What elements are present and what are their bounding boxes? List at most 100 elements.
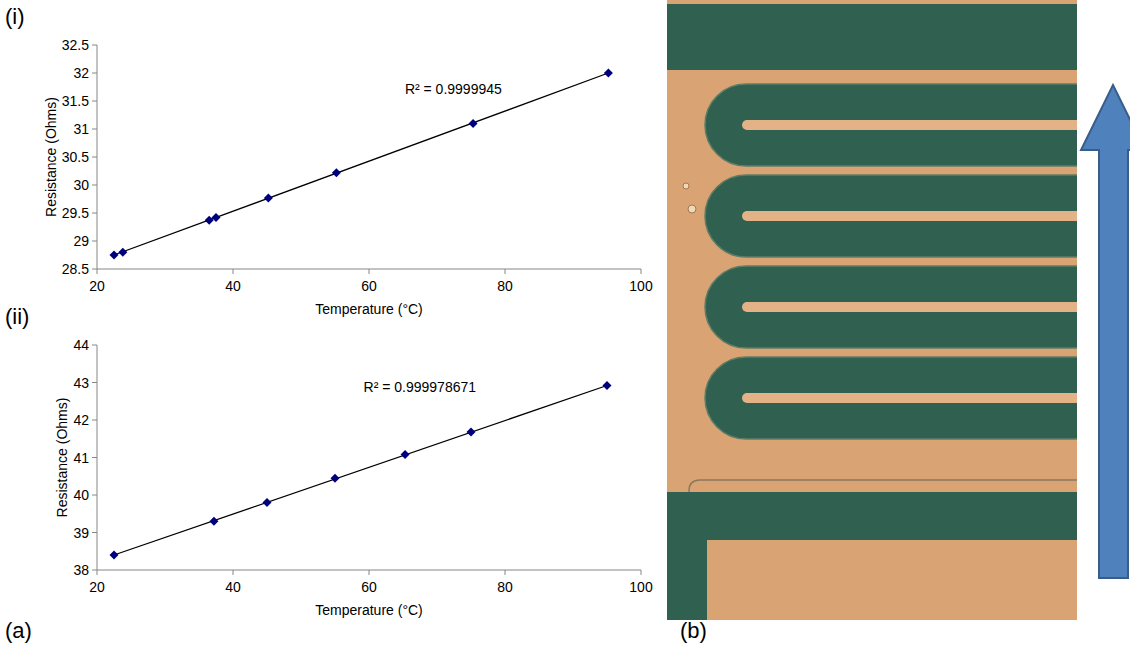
data-point	[263, 498, 272, 507]
loop-gap	[742, 302, 1077, 312]
y-tick	[92, 457, 97, 458]
plot-area	[110, 381, 612, 560]
resistor-loop	[705, 266, 1077, 348]
resistor-track	[667, 492, 707, 620]
y-tick-label: 31.5	[62, 93, 89, 109]
y-tick	[92, 45, 97, 46]
data-point	[603, 381, 612, 390]
particle	[688, 205, 696, 213]
y-tick-label: 30	[73, 177, 89, 193]
x-tick-label: 80	[497, 278, 513, 294]
y-tick	[92, 101, 97, 102]
particle	[683, 183, 689, 189]
y-tick	[92, 269, 97, 270]
y-tick-label: 40	[73, 487, 89, 503]
x-tick	[505, 269, 506, 274]
x-tick	[369, 570, 370, 575]
data-point	[469, 119, 478, 128]
y-tick	[92, 213, 97, 214]
y-tick-label: 39	[73, 525, 89, 541]
x-tick	[97, 570, 98, 575]
x-axis-title: Temperature (°C)	[315, 602, 423, 618]
data-point	[209, 517, 218, 526]
x-tick-label: 80	[497, 579, 513, 595]
x-tick	[369, 269, 370, 274]
data-point	[331, 474, 340, 483]
x-tick-label: 100	[629, 278, 653, 294]
micrograph-image	[667, 0, 1077, 620]
y-tick	[92, 420, 97, 421]
y-tick-label: 30.5	[62, 149, 89, 165]
x-tick-label: 20	[89, 278, 105, 294]
plot-area	[110, 69, 613, 260]
r-squared: R² = 0.999978671	[364, 379, 477, 395]
y-tick-label: 38	[73, 562, 89, 578]
fit-line	[114, 73, 608, 255]
y-tick	[92, 345, 97, 346]
pad-outline	[689, 480, 1077, 620]
loop-gap	[742, 393, 1077, 403]
x-tick-label: 60	[361, 579, 377, 595]
y-axis-title: Resistance (Ohms)	[54, 398, 70, 518]
loop-gap	[742, 211, 1077, 221]
resistor-track	[667, 4, 1077, 70]
data-point	[401, 450, 410, 459]
y-tick-label: 29	[73, 233, 89, 249]
y-tick-label: 32	[73, 65, 89, 81]
data-point	[110, 251, 119, 260]
resistor-loop	[705, 175, 1077, 257]
y-tick	[92, 382, 97, 383]
y-tick-label: 43	[73, 375, 89, 391]
pad-shape	[667, 492, 1077, 620]
y-tick-label: 29.5	[62, 205, 89, 221]
x-axis-title: Temperature (°C)	[315, 301, 423, 317]
y-tick	[92, 129, 97, 130]
data-point	[264, 193, 273, 202]
y-tick	[92, 73, 97, 74]
panel-label: (ii)	[5, 304, 29, 329]
micrograph	[660, 0, 1130, 632]
y-axis-title: Resistance (Ohms)	[43, 97, 59, 217]
chart: 20 40 60 80 100 38 39 40 41 42 43 44 Temperature (°C…	[5, 304, 653, 618]
x-tick-label: 40	[225, 579, 241, 595]
x-tick	[233, 570, 234, 575]
data-point	[212, 213, 221, 222]
x-tick	[233, 269, 234, 274]
y-tick	[92, 185, 97, 186]
data-point	[118, 248, 127, 257]
y-tick-label: 28.5	[62, 261, 89, 277]
x-tick-label: 100	[629, 579, 653, 595]
r-squared: R² = 0.9999945	[405, 81, 502, 97]
y-tick	[92, 570, 97, 571]
y-tick-label: 41	[73, 450, 89, 466]
x-tick	[505, 570, 506, 575]
resistor-loop	[705, 84, 1077, 166]
y-tick-label: 31	[73, 121, 89, 137]
y-tick-label: 44	[73, 337, 89, 353]
resistor-track	[700, 492, 1077, 540]
x-tick-label: 60	[361, 278, 377, 294]
data-point	[604, 69, 613, 78]
direction-arrow	[1081, 85, 1130, 578]
data-point	[332, 168, 341, 177]
panel-letter: (b)	[680, 618, 707, 643]
y-tick	[92, 495, 97, 496]
data-point	[110, 551, 119, 560]
x-tick-label: 40	[225, 278, 241, 294]
x-tick	[97, 269, 98, 274]
chart: 20 40 60 80 100 28.5 29 29.5 30 30.5 31 31.5 32 32.5 T…	[5, 4, 653, 317]
y-tick	[92, 157, 97, 158]
x-tick-label: 20	[89, 579, 105, 595]
panel-label: (i)	[5, 4, 25, 29]
figure: 20 40 60 80 100 28.5 29 29.5 30 30.5 31 31.5 32 32.5 T…	[0, 0, 1130, 649]
x-tick	[641, 570, 642, 575]
resistor-loop	[705, 357, 1077, 439]
loop-gap	[742, 120, 1077, 130]
y-tick-label: 42	[73, 412, 89, 428]
y-tick	[92, 532, 97, 533]
y-tick	[92, 241, 97, 242]
y-tick-label: 32.5	[62, 37, 89, 53]
panel-letter: (a)	[5, 618, 32, 643]
data-point	[467, 428, 476, 437]
fit-line	[114, 386, 607, 556]
